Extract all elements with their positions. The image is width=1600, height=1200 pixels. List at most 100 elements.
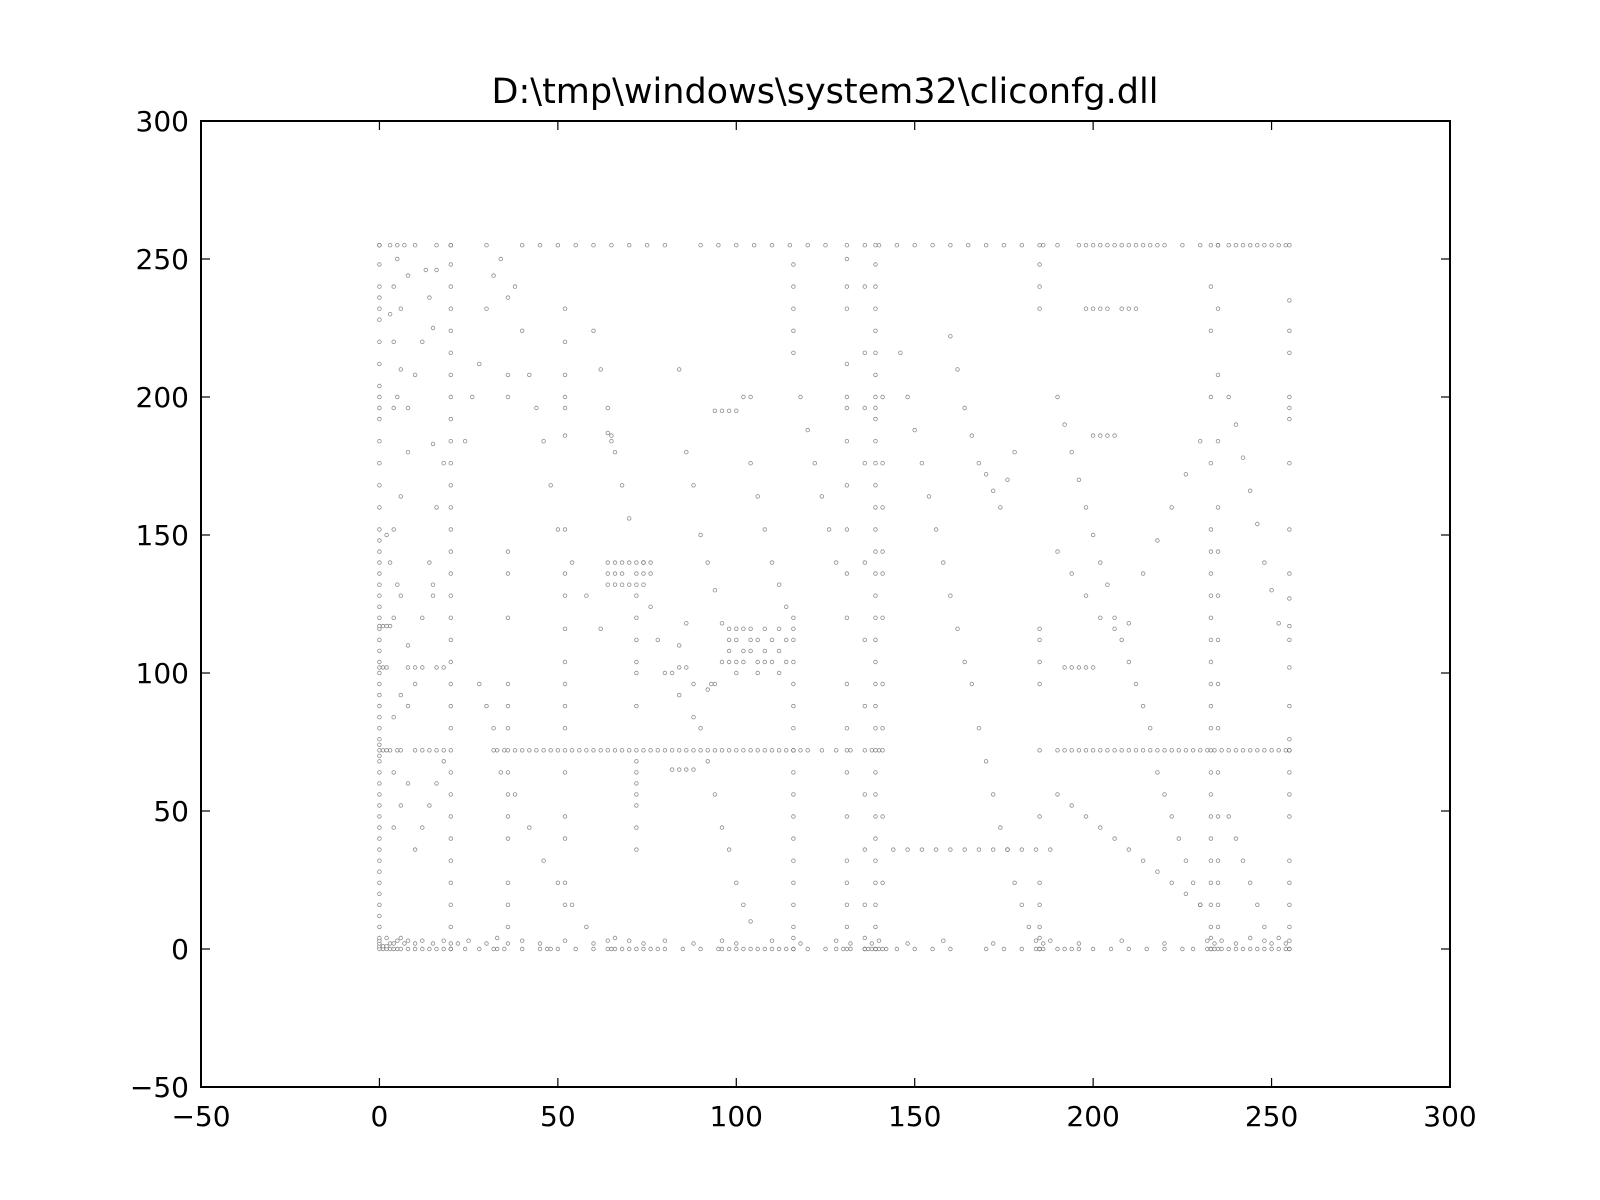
scatter-point bbox=[420, 615, 425, 620]
scatter-point bbox=[869, 941, 875, 946]
scatter-point bbox=[619, 946, 625, 952]
scatter-point bbox=[634, 759, 639, 764]
scatter-point bbox=[677, 367, 682, 372]
scatter-point bbox=[1037, 242, 1042, 248]
scatter-point bbox=[734, 748, 739, 753]
scatter-point bbox=[377, 615, 382, 620]
scatter-point bbox=[569, 748, 575, 753]
scatter-point bbox=[548, 483, 553, 488]
scatter-point bbox=[791, 935, 796, 941]
scatter-point bbox=[448, 858, 453, 863]
scatter-point bbox=[1215, 637, 1221, 643]
scatter-point bbox=[448, 527, 453, 532]
scatter-point bbox=[1026, 924, 1032, 930]
scatter-point bbox=[641, 748, 646, 753]
scatter-point bbox=[684, 665, 689, 670]
scatter-point bbox=[784, 637, 789, 643]
scatter-point bbox=[1208, 748, 1214, 753]
scatter-point bbox=[466, 938, 471, 943]
scatter-point bbox=[873, 242, 878, 248]
scatter-point bbox=[876, 242, 882, 248]
scatter-point bbox=[1037, 681, 1042, 687]
scatter-point bbox=[1287, 770, 1292, 775]
scatter-point bbox=[873, 726, 878, 731]
scatter-point bbox=[412, 847, 418, 852]
scatter-point bbox=[873, 571, 878, 576]
scatter-point bbox=[377, 742, 382, 747]
scatter-point bbox=[776, 748, 782, 753]
scatter-point bbox=[1208, 328, 1214, 333]
scatter-point bbox=[1019, 902, 1024, 907]
scatter-point bbox=[1283, 941, 1288, 946]
scatter-point bbox=[805, 242, 810, 248]
scatter-point bbox=[1090, 665, 1096, 670]
scatter-point bbox=[612, 450, 618, 455]
scatter-point bbox=[1083, 748, 1089, 753]
scatter-point bbox=[548, 946, 553, 952]
scatter-point bbox=[430, 325, 436, 331]
scatter-point bbox=[755, 494, 760, 499]
scatter-point bbox=[1240, 242, 1246, 248]
scatter-point bbox=[634, 615, 639, 620]
scatter-point bbox=[1197, 242, 1203, 248]
scatter-point bbox=[1283, 242, 1288, 248]
scatter-point bbox=[448, 836, 453, 841]
scatter-point bbox=[776, 648, 782, 654]
scatter-point bbox=[377, 737, 382, 742]
scatter-point bbox=[577, 748, 582, 753]
scatter-point bbox=[862, 703, 867, 709]
y-tick-label: 0 bbox=[171, 933, 189, 966]
scatter-point bbox=[448, 726, 453, 731]
scatter-point bbox=[648, 946, 653, 952]
scatter-point bbox=[512, 284, 518, 289]
scatter-point bbox=[734, 408, 739, 413]
scatter-point bbox=[527, 748, 532, 753]
scatter-point bbox=[484, 306, 489, 311]
scatter-point bbox=[684, 767, 689, 772]
scatter-point bbox=[677, 767, 682, 772]
scatter-point bbox=[844, 256, 850, 262]
scatter-point bbox=[1208, 637, 1214, 643]
scatter-point bbox=[955, 367, 960, 372]
scatter-point bbox=[477, 361, 482, 367]
scatter-point bbox=[912, 427, 917, 433]
scatter-point bbox=[880, 461, 885, 466]
scatter-point bbox=[1112, 433, 1117, 438]
scatter-point bbox=[627, 560, 632, 565]
scatter-point bbox=[769, 748, 775, 753]
scatter-point bbox=[505, 703, 511, 709]
scatter-point bbox=[1215, 439, 1221, 444]
scatter-point bbox=[1233, 836, 1239, 841]
scatter-point bbox=[862, 350, 867, 355]
scatter-point bbox=[648, 604, 653, 609]
scatter-point bbox=[377, 648, 382, 654]
scatter-point bbox=[741, 946, 746, 952]
scatter-point bbox=[691, 681, 696, 687]
scatter-point bbox=[398, 748, 403, 753]
scatter-point bbox=[844, 571, 850, 576]
scatter-point bbox=[698, 748, 703, 753]
scatter-point bbox=[1287, 924, 1292, 930]
scatter-point bbox=[748, 648, 753, 654]
scatter-point bbox=[1219, 938, 1224, 943]
scatter-point bbox=[1247, 748, 1253, 753]
scatter-point bbox=[791, 748, 796, 753]
scatter-point bbox=[1162, 792, 1167, 797]
scatter-point bbox=[1037, 626, 1042, 631]
scatter-point bbox=[634, 659, 639, 665]
scatter-point bbox=[644, 242, 650, 248]
scatter-point bbox=[873, 416, 878, 422]
scatter-point bbox=[998, 505, 1003, 510]
scatter-point bbox=[377, 748, 382, 753]
scatter-point bbox=[495, 935, 500, 941]
scatter-point bbox=[1169, 505, 1174, 510]
scatter-point bbox=[634, 571, 639, 576]
scatter-point bbox=[1012, 880, 1017, 885]
scatter-point bbox=[634, 792, 639, 797]
scatter-point bbox=[1247, 935, 1253, 941]
scatter-point bbox=[562, 770, 568, 775]
scatter-point bbox=[726, 847, 732, 852]
scatter-point bbox=[591, 946, 596, 952]
scatter-point bbox=[377, 571, 382, 576]
scatter-point bbox=[491, 946, 496, 952]
